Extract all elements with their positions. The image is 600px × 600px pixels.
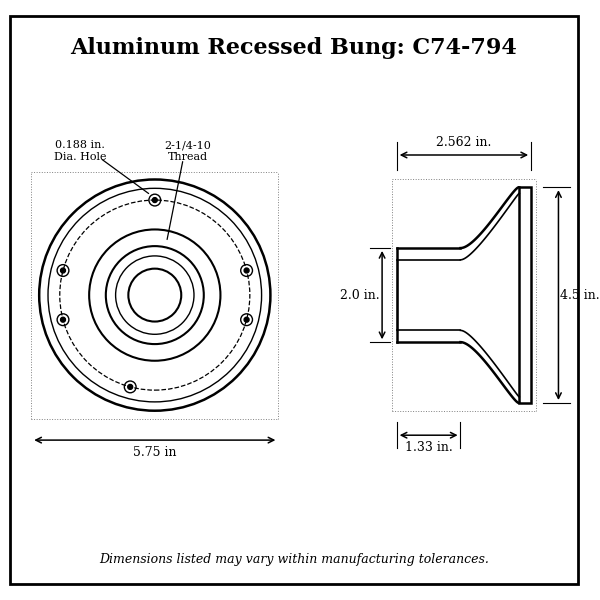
Circle shape	[244, 317, 249, 322]
Text: 1.33 in.: 1.33 in.	[405, 442, 452, 454]
Text: 2.0 in.: 2.0 in.	[340, 289, 379, 302]
Text: 2.562 in.: 2.562 in.	[436, 136, 491, 149]
Text: 5.75 in: 5.75 in	[133, 446, 176, 460]
Bar	[519, 187, 531, 403]
Text: 4.5 in.: 4.5 in.	[560, 289, 600, 302]
Circle shape	[128, 385, 133, 389]
Circle shape	[61, 268, 65, 273]
Circle shape	[244, 268, 249, 273]
Circle shape	[61, 317, 65, 322]
Text: Aluminum Recessed Bung: C74-794: Aluminum Recessed Bung: C74-794	[71, 37, 517, 59]
Circle shape	[152, 197, 157, 203]
Text: 2-1/4-10
Thread: 2-1/4-10 Thread	[164, 140, 212, 162]
Text: Dimensions listed may vary within manufacturing tolerances.: Dimensions listed may vary within manufa…	[99, 553, 489, 566]
Text: 0.188 in.
Dia. Hole: 0.188 in. Dia. Hole	[54, 140, 107, 162]
